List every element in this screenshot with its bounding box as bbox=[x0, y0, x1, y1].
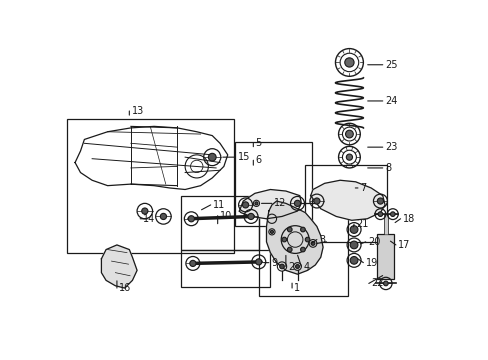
Circle shape bbox=[295, 265, 299, 269]
Bar bbox=[258, 203, 347, 296]
Bar bbox=[181, 249, 270, 287]
Circle shape bbox=[287, 227, 291, 232]
Text: 5: 5 bbox=[255, 138, 262, 148]
Polygon shape bbox=[101, 245, 137, 288]
Text: 3: 3 bbox=[319, 235, 325, 244]
Bar bbox=[67, 119, 233, 253]
Circle shape bbox=[255, 259, 261, 265]
Polygon shape bbox=[239, 189, 301, 219]
Text: 19: 19 bbox=[365, 258, 377, 267]
Circle shape bbox=[300, 247, 305, 252]
Circle shape bbox=[287, 247, 291, 252]
Circle shape bbox=[270, 230, 273, 233]
Circle shape bbox=[383, 281, 387, 286]
Circle shape bbox=[294, 200, 300, 206]
Text: 11: 11 bbox=[213, 200, 225, 210]
Circle shape bbox=[188, 216, 194, 222]
Circle shape bbox=[390, 212, 394, 216]
Circle shape bbox=[282, 237, 286, 242]
Circle shape bbox=[313, 198, 319, 204]
Text: 17: 17 bbox=[397, 240, 410, 250]
Circle shape bbox=[189, 260, 196, 266]
Circle shape bbox=[344, 58, 353, 67]
Text: 6: 6 bbox=[255, 155, 261, 165]
Text: 4: 4 bbox=[303, 261, 309, 271]
Text: 21: 21 bbox=[356, 219, 368, 229]
Bar bbox=[234, 142, 311, 226]
Text: 23: 23 bbox=[384, 142, 397, 152]
Circle shape bbox=[142, 208, 148, 214]
Circle shape bbox=[349, 241, 357, 249]
Polygon shape bbox=[310, 180, 384, 220]
Text: 12: 12 bbox=[274, 198, 286, 208]
Text: 25: 25 bbox=[384, 60, 397, 70]
Bar bbox=[181, 195, 258, 249]
Text: 9: 9 bbox=[270, 258, 277, 267]
Circle shape bbox=[346, 154, 352, 160]
Text: 15: 15 bbox=[237, 152, 250, 162]
Circle shape bbox=[377, 212, 382, 216]
Bar bbox=[305, 165, 386, 242]
Circle shape bbox=[310, 242, 314, 245]
Circle shape bbox=[160, 213, 166, 220]
Circle shape bbox=[377, 198, 383, 204]
Text: 14: 14 bbox=[142, 214, 154, 224]
Circle shape bbox=[300, 227, 305, 232]
Text: 24: 24 bbox=[384, 96, 397, 106]
Text: 8: 8 bbox=[384, 163, 390, 173]
Text: 2: 2 bbox=[287, 261, 294, 271]
Polygon shape bbox=[266, 201, 323, 274]
Circle shape bbox=[279, 264, 284, 269]
Bar bbox=[377, 234, 393, 279]
Circle shape bbox=[242, 202, 248, 208]
Circle shape bbox=[349, 256, 357, 264]
Text: 1: 1 bbox=[294, 283, 300, 293]
Circle shape bbox=[349, 226, 357, 233]
Circle shape bbox=[305, 237, 309, 242]
Text: 22: 22 bbox=[370, 278, 383, 288]
Text: 13: 13 bbox=[131, 106, 143, 116]
Text: 20: 20 bbox=[367, 237, 380, 247]
Text: 10: 10 bbox=[220, 211, 232, 221]
Text: 16: 16 bbox=[119, 283, 131, 293]
Circle shape bbox=[345, 130, 352, 138]
Circle shape bbox=[254, 202, 258, 205]
Circle shape bbox=[247, 213, 254, 220]
Circle shape bbox=[208, 153, 216, 161]
Text: 18: 18 bbox=[402, 214, 414, 224]
Text: 7: 7 bbox=[360, 183, 366, 193]
